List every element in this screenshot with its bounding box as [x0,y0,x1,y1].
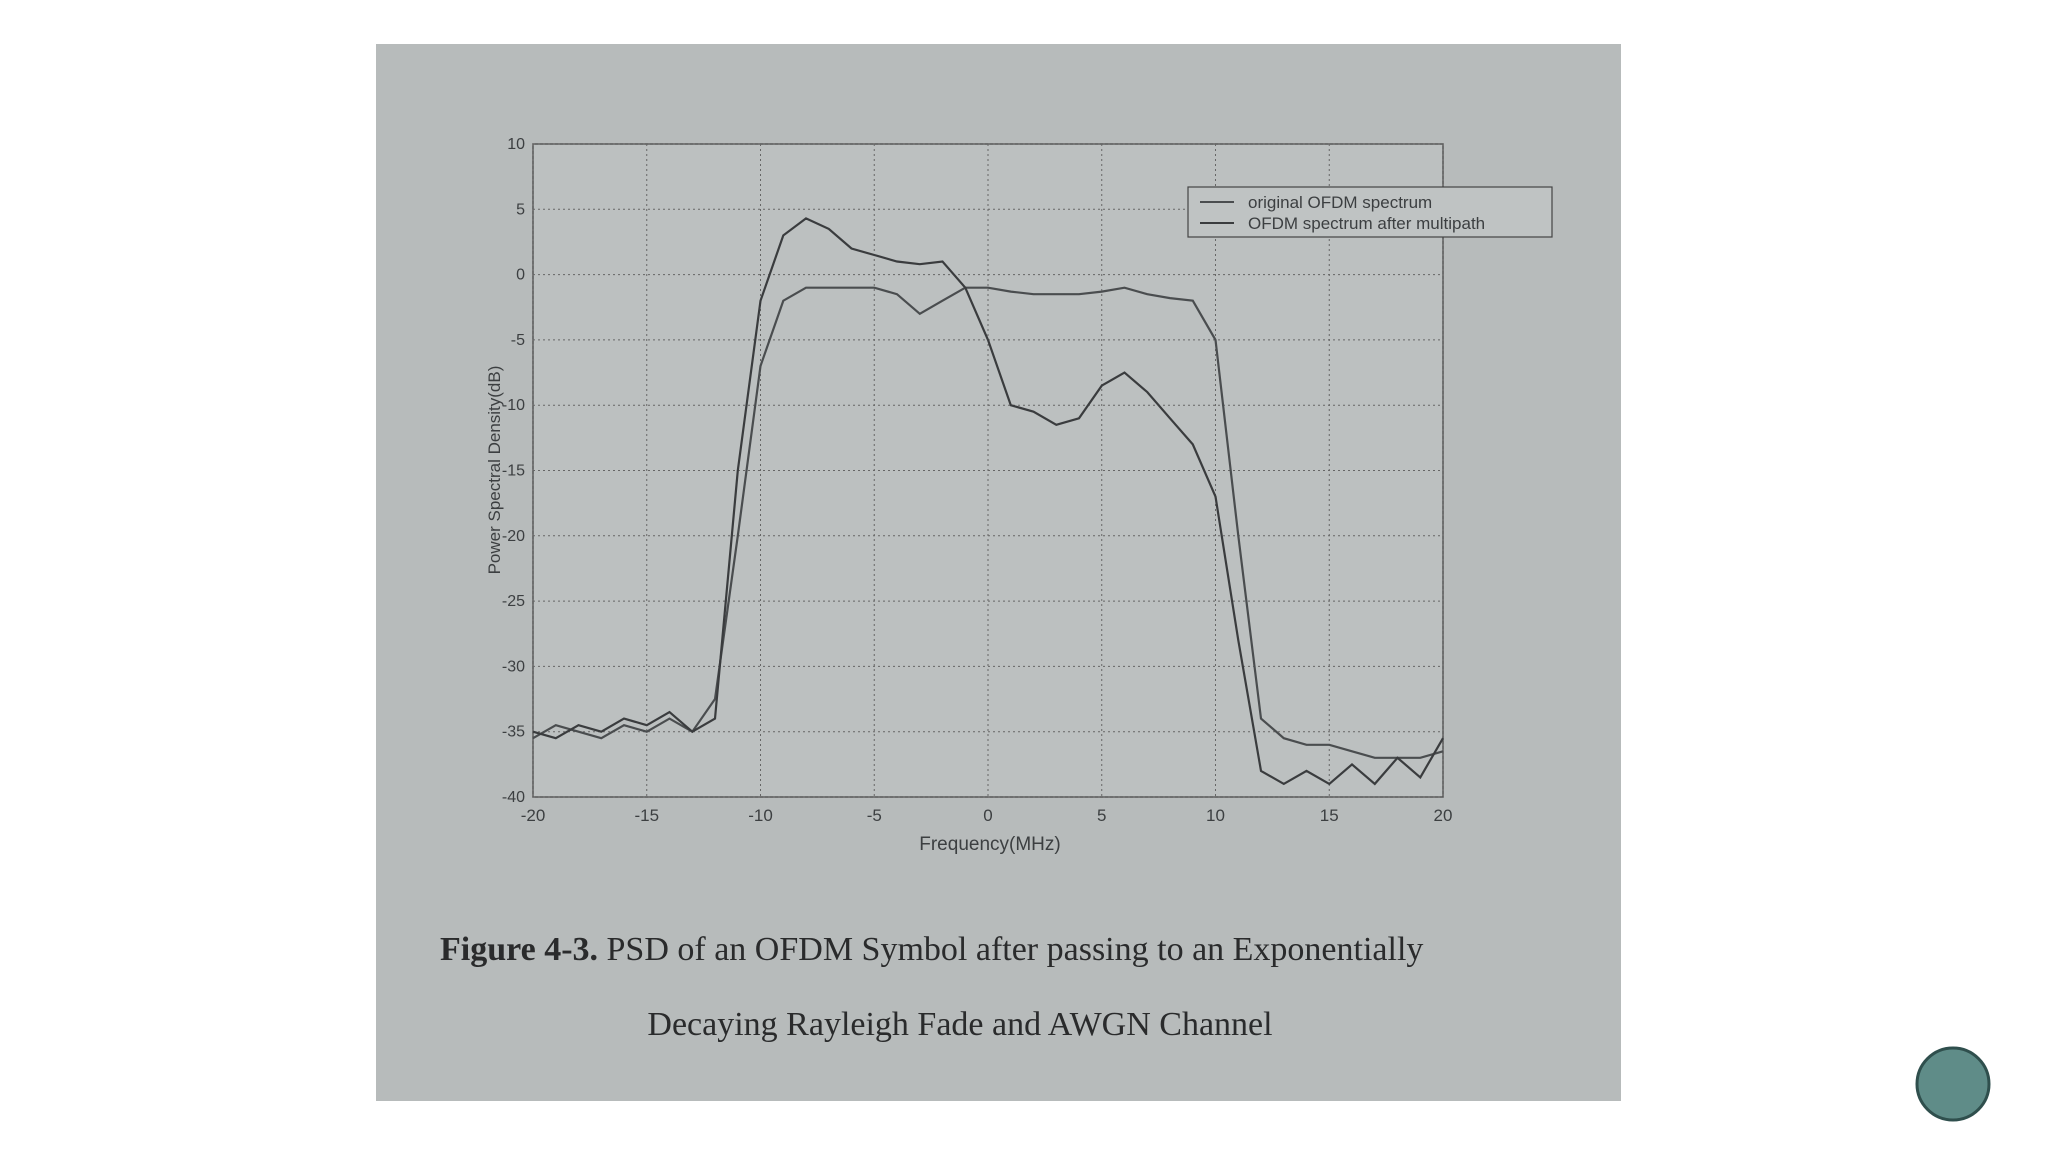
x-tick-label: -20 [521,806,546,825]
caption-line-2: Decaying Rayleigh Fade and AWGN Channel [647,1006,1272,1043]
x-tick-label: 10 [1206,806,1225,825]
y-tick-label: 10 [507,136,525,153]
y-tick-label: -5 [511,332,525,349]
x-tick-label: -10 [748,806,773,825]
y-tick-label: -10 [502,397,525,414]
legend-box [1187,186,1553,238]
y-tick-label: -15 [502,463,525,480]
y-tick-label: -20 [502,528,525,545]
y-tick-label: -40 [502,789,525,806]
x-axis-label: Frequency(MHz) [919,834,1060,855]
y-axis-label: Power Spectral Density(dB) [485,366,504,575]
caption-line-1: Figure 4-3. PSD of an OFDM Symbol after … [440,931,1423,968]
x-tick-label: -15 [634,806,659,825]
y-tick-label: 0 [516,267,525,284]
legend-label: original OFDM spectrum [1248,193,1432,212]
series-line [532,217,1444,786]
y-tick-label: -35 [502,724,525,741]
y-tick-label: -30 [502,658,525,675]
caption-label: Figure 4-3. [440,931,598,968]
x-tick-label: 0 [983,806,992,825]
caption-text: PSD of an OFDM Symbol after passing to a… [607,931,1424,968]
series-line [532,286,1444,759]
y-tick-label: 5 [516,201,525,218]
x-tick-label: 15 [1320,806,1339,825]
legend-label: OFDM spectrum after multipath [1248,214,1485,233]
x-tick-label: 20 [1434,806,1453,825]
slide-decoration [1915,1046,1991,1122]
y-tick-label: -25 [502,593,525,610]
x-tick-label: -5 [867,806,882,825]
x-tick-label: 5 [1097,806,1106,825]
